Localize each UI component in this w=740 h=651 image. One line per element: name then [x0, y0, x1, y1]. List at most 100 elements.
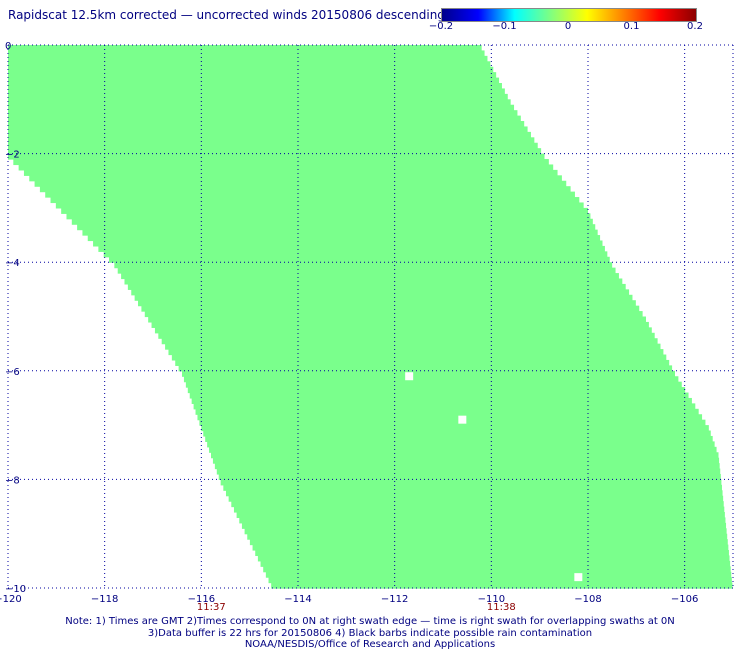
swath-cell-row — [141, 305, 640, 312]
swath-cell-row — [98, 245, 605, 252]
swath-cell-row — [13, 159, 549, 166]
x-tick-label: −106 — [671, 594, 698, 605]
swath-cell-row — [207, 441, 715, 448]
swath-cell-row — [8, 61, 491, 68]
swath-cell-row — [8, 88, 505, 95]
swath-cell-row — [66, 213, 591, 220]
x-tick-label: −110 — [478, 594, 505, 605]
swath-cell-row — [87, 235, 601, 242]
swath-cell-row — [8, 131, 531, 138]
swath-cell-row — [8, 121, 525, 128]
swath-cell-row — [131, 289, 630, 296]
swath-cell-row — [154, 327, 652, 334]
notes: Note: 1) Times are GMT 2)Times correspon… — [0, 616, 740, 651]
swath-cell-row — [124, 278, 623, 285]
note-line-2: 3)Data buffer is 22 hrs for 20150806 4) … — [147, 627, 593, 639]
swath-cell-row — [225, 490, 723, 497]
swath-cell-row — [82, 229, 598, 236]
swath-cell-row — [233, 506, 725, 513]
swath-cell-row — [161, 338, 658, 345]
swath-cell-row — [165, 343, 661, 350]
swath-cell-row — [8, 93, 508, 100]
swath-cell-row — [203, 430, 711, 437]
swath-cell-row — [55, 202, 584, 209]
swath-cell-row — [271, 582, 733, 589]
swath-cell-row — [183, 376, 679, 383]
swath-cell-row — [8, 66, 494, 73]
swath-cell-row — [8, 137, 535, 144]
swath-cell-row — [236, 511, 725, 519]
swath-cell-row — [8, 72, 497, 79]
swath-cell-row — [247, 533, 728, 540]
swath-cell-row — [45, 191, 575, 198]
swath-cell-row — [168, 349, 664, 356]
x-tick-label: −108 — [574, 594, 601, 605]
swath-cell-row — [191, 397, 692, 404]
y-tick-label: −4 — [5, 258, 20, 269]
time-label: 11:38 — [487, 602, 516, 613]
swath-cell-row — [8, 126, 528, 133]
swath-cell-row — [121, 273, 619, 280]
credit-line: NOAA/NESDIS/Office of Research and Appli… — [244, 639, 496, 650]
swath-cell-row — [23, 169, 558, 176]
swath-cell-row — [255, 549, 729, 557]
swath-cell-row — [93, 240, 603, 247]
swath-cell-row — [29, 175, 562, 182]
swath-cell-row — [8, 104, 515, 111]
swath-cell-row — [223, 484, 722, 491]
swath-cell-row — [249, 539, 728, 546]
swath-cell-row — [195, 408, 699, 415]
swath-cell-row — [8, 50, 485, 57]
colorbar-tick-label: 0.1 — [623, 21, 640, 32]
swath-cell-row — [138, 300, 636, 307]
swath-cell-row — [265, 571, 732, 578]
y-tick-label: −10 — [5, 584, 26, 595]
swath-cell-row — [228, 495, 724, 502]
swath-cell-row — [273, 588, 733, 589]
swath-cell-row — [134, 294, 633, 301]
colorbar-ticks: −0.2 −0.1 0 0.1 0.2 — [0, 21, 740, 35]
colorbar — [441, 8, 697, 22]
time-label: 11:37 — [197, 602, 226, 613]
chart-title: Rapidscat 12.5km corrected — uncorrected… — [8, 8, 445, 22]
swath-cell-row — [8, 83, 502, 90]
y-tick-label: 0 — [5, 41, 11, 52]
note-line-1: Note: 1) Times are GMT 2)Times correspon… — [65, 616, 675, 627]
swath-cell-row — [34, 180, 567, 187]
swath-cell-row — [211, 452, 719, 459]
swath-cell-row — [231, 501, 724, 508]
swath-cell-row — [220, 479, 722, 486]
swath-cell-row — [182, 370, 675, 377]
x-tick-label: −114 — [284, 594, 311, 605]
swath-cell-row — [171, 354, 667, 361]
swath-cell-row — [8, 55, 488, 62]
swath-cell-row — [8, 99, 511, 106]
swath-cell-row — [178, 365, 673, 372]
swath-cell-row — [199, 419, 706, 426]
swath-cell-row — [71, 218, 593, 225]
swath-cell-row — [8, 77, 500, 84]
y-tick-label: −6 — [5, 367, 20, 378]
swath-cell-row — [241, 522, 727, 529]
swath-cell-row — [151, 321, 649, 328]
swath-cell-row — [268, 577, 732, 584]
swath-cell-row — [8, 148, 542, 155]
swath-cell-row — [239, 517, 726, 524]
swath-cell-row — [263, 566, 731, 573]
swath-cell-row — [103, 251, 608, 258]
swath-cell-row — [117, 267, 616, 274]
swath-cell-row — [8, 142, 538, 149]
swath-cell-row — [214, 463, 720, 470]
swath-cell-row — [50, 197, 580, 204]
swath-cell-row — [260, 560, 731, 567]
swath-cell-row — [8, 45, 482, 52]
missing-data-cell — [574, 573, 583, 582]
swath-cell-row — [8, 115, 521, 122]
swath-cell-row — [39, 186, 571, 193]
swath-cell-row — [212, 457, 720, 464]
heatmap-plot: 0 −2 −4 −6 −8 −10−120 −118 −116 −114 −112 −110 −108… — [0, 41, 734, 613]
swath-cell-row — [8, 153, 545, 160]
swath-cell-row — [185, 381, 682, 388]
swath-cell-row — [8, 110, 518, 117]
swath-cell-row — [252, 544, 729, 551]
